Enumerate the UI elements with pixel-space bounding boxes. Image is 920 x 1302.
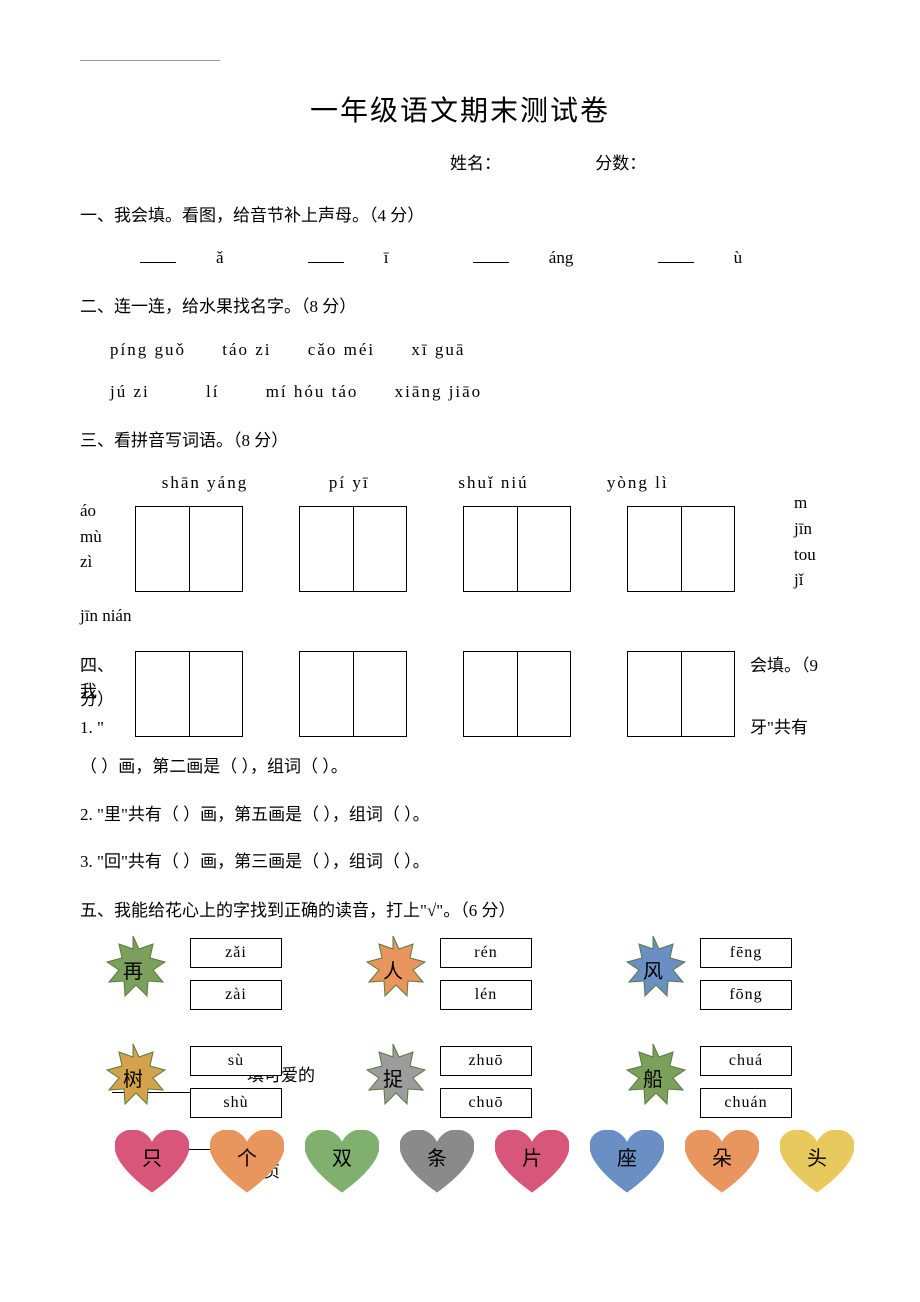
q4: 四、我 分） 1. " 会填。（9 牙"共有 （ ）画，第二画是（ ），组词（ … (80, 651, 840, 875)
answer-box[interactable] (627, 506, 735, 592)
answer-box[interactable] (299, 651, 407, 737)
answer-box[interactable] (463, 506, 571, 592)
q4-line2a: 分） (80, 687, 126, 713)
q1-heading: 一、我会填。看图，给音节补上声母。（4 分） (80, 202, 840, 229)
q1-blanks-row: ǎ ī áng ù (140, 244, 840, 271)
q5: 五、我能给花心上的字找到正确的读音，打上"√"。（6 分） 土 一填可爱的 2 … (80, 897, 840, 1194)
pinyin-option[interactable]: zài (190, 980, 282, 1010)
star-badge: 再 (95, 934, 171, 1010)
pinyin-option[interactable]: fēng (700, 938, 792, 968)
heart-badge: 片 (495, 1130, 569, 1194)
star-badge: 人 (355, 934, 431, 1010)
q4-heading-post: 会填。（9 (750, 653, 840, 679)
q3-boxes-row1: áomùzì m jīntoujǐ (80, 506, 840, 596)
name-score-row: 姓名： 分数： (450, 150, 840, 177)
heart-badge: 头 (780, 1130, 854, 1194)
q3: 三、看拼音写词语。（8 分） shān yáng pí yī shuǐ niú … (80, 427, 840, 630)
q4-boxes-row: 四、我 分） 1. " 会填。（9 牙"共有 (80, 651, 840, 741)
name-label: 姓名： (450, 150, 501, 177)
header-underline (80, 60, 220, 61)
q3-pinyin-row1: shān yáng pí yī shuǐ niú yòng lì (135, 469, 840, 496)
q5-grid: 土 一填可爱的 2 页 只个双条片座朵头 再zǎizài人rénlén风fēng… (80, 934, 840, 1194)
heart-badge: 双 (305, 1130, 379, 1194)
q4-line2b: 牙"共有 (750, 715, 840, 741)
q4-line3: 3. "回"共有（ ）画，第三画是（ ），组词（ ）。 (80, 848, 840, 875)
q1: 一、我会填。看图，给音节补上声母。（4 分） ǎ ī áng ù (80, 202, 840, 271)
star-badge: 捉 (355, 1042, 431, 1118)
answer-box[interactable] (463, 651, 571, 737)
heart-badge: 朵 (685, 1130, 759, 1194)
pinyin-option[interactable]: zhuō (440, 1046, 532, 1076)
pinyin-option[interactable]: zǎi (190, 938, 282, 968)
q3-heading: 三、看拼音写词语。（8 分） (80, 427, 840, 454)
q4-line1-pre: 1. " (80, 715, 126, 741)
heart-badge: 条 (400, 1130, 474, 1194)
pinyin-option[interactable]: shù (190, 1088, 282, 1118)
q2-row1: píng guǒ táo zi cǎo méi xī guā (110, 336, 840, 363)
heart-badge: 只 (115, 1130, 189, 1194)
answer-box[interactable] (627, 651, 735, 737)
star-badge: 风 (615, 934, 691, 1010)
answer-box[interactable] (135, 506, 243, 592)
pinyin-option[interactable]: fōng (700, 980, 792, 1010)
answer-box[interactable] (135, 651, 243, 737)
score-label: 分数： (595, 150, 646, 177)
heart-badge: 个 (210, 1130, 284, 1194)
pinyin-option[interactable]: chuō (440, 1088, 532, 1118)
heart-badge: 座 (590, 1130, 664, 1194)
page-title: 一年级语文期末测试卷 (80, 90, 840, 135)
pinyin-option[interactable]: lén (440, 980, 532, 1010)
pinyin-option[interactable]: sù (190, 1046, 282, 1076)
q4-line2: 2. "里"共有（ ）画，第五画是（ ），组词（ ）。 (80, 801, 840, 828)
q2-heading: 二、连一连，给水果找名字。（8 分） (80, 293, 840, 320)
star-badge: 树 (95, 1042, 171, 1118)
star-badge: 船 (615, 1042, 691, 1118)
q3-left2: jīn nián (80, 602, 840, 629)
pinyin-option[interactable]: rén (440, 938, 532, 968)
q3-right-text-a: m (794, 490, 840, 516)
q5-heading: 五、我能给花心上的字找到正确的读音，打上"√"。（6 分） (80, 897, 840, 924)
pinyin-option[interactable]: chuá (700, 1046, 792, 1076)
hearts-row: 只个双条片座朵头 (80, 1130, 840, 1194)
q3-right-text-b: jīntoujǐ (794, 516, 840, 593)
pinyin-option[interactable]: chuán (700, 1088, 792, 1118)
answer-box[interactable] (299, 506, 407, 592)
q4-line1: （ ）画，第二画是（ ），组词（ ）。 (80, 753, 840, 780)
q3-left-text: áomùzì (80, 498, 126, 575)
q2: 二、连一连，给水果找名字。（8 分） píng guǒ táo zi cǎo m… (80, 293, 840, 405)
q2-row2: jú zi lí mí hóu táo xiāng jiāo (110, 378, 840, 405)
